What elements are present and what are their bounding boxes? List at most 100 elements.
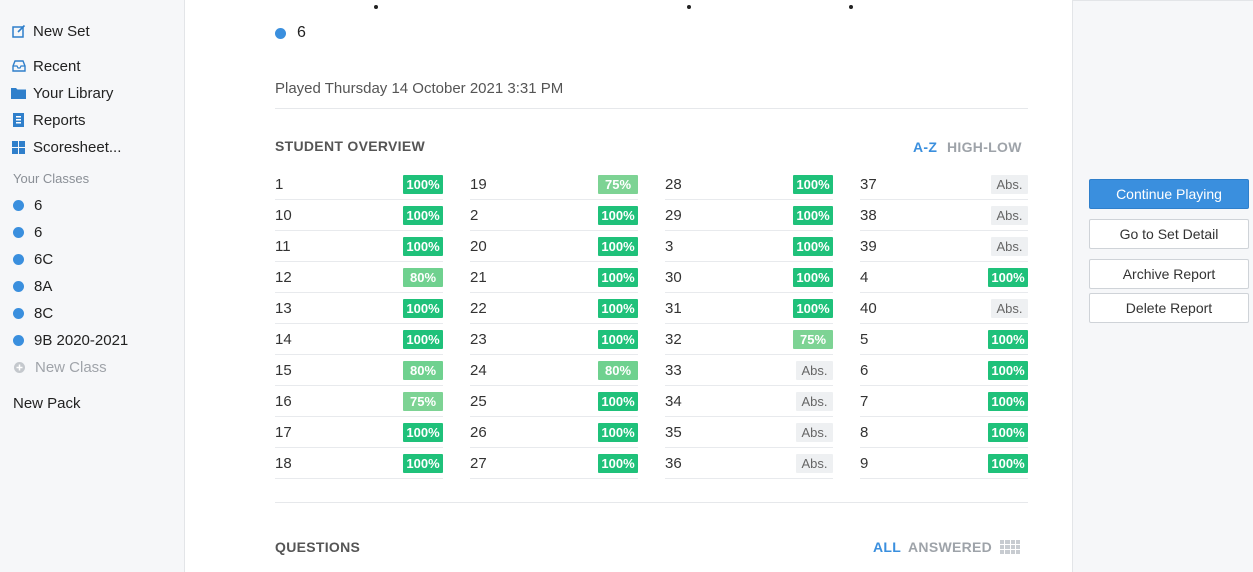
sort-az-button[interactable]: A-Z: [913, 139, 938, 155]
student-row[interactable]: 5 100%: [860, 324, 1028, 355]
student-row[interactable]: 32 75%: [665, 324, 833, 355]
score-badge: 100%: [598, 422, 638, 442]
archive-report-button[interactable]: Archive Report: [1089, 259, 1249, 289]
student-name: 27: [470, 454, 487, 472]
student-overview-title: STUDENT OVERVIEW: [275, 138, 426, 154]
score-badge: 100%: [598, 329, 638, 349]
class-label: 6: [34, 196, 43, 214]
set-detail-button[interactable]: Go to Set Detail: [1089, 219, 1249, 249]
class-item[interactable]: 8A: [11, 276, 52, 296]
score-badge: Abs.: [796, 453, 833, 473]
student-row[interactable]: 33 Abs.: [665, 355, 833, 386]
class-label: 8A: [34, 277, 53, 295]
class-item[interactable]: 9B 2020-2021: [11, 330, 128, 350]
sidebar-library[interactable]: Your Library: [11, 83, 113, 103]
class-label: 6: [34, 223, 43, 241]
score-badge: 100%: [598, 205, 638, 225]
sidebar-library-label: Your Library: [33, 84, 114, 102]
new-class-button[interactable]: New Class: [11, 357, 107, 377]
student-row[interactable]: 1 100%: [275, 169, 443, 200]
plus-circle-icon: [12, 360, 27, 375]
student-row[interactable]: 10 100%: [275, 200, 443, 231]
chart-point: [849, 5, 853, 9]
sidebar-new-set[interactable]: New Set: [11, 21, 90, 41]
grid-view-icon[interactable]: [1000, 540, 1020, 554]
student-row[interactable]: 28 100%: [665, 169, 833, 200]
filter-answered-button[interactable]: ANSWERED: [908, 539, 993, 555]
student-row[interactable]: 20 100%: [470, 231, 638, 262]
student-row[interactable]: 37 Abs.: [860, 169, 1028, 200]
student-row[interactable]: 21 100%: [470, 262, 638, 293]
grid-icon: [11, 140, 26, 155]
student-row[interactable]: 17 100%: [275, 417, 443, 448]
student-name: 38: [860, 206, 877, 224]
score-badge: 100%: [403, 205, 443, 225]
chart-point: [374, 5, 378, 9]
student-name: 1: [275, 175, 284, 193]
sidebar-recent-label: Recent: [33, 57, 81, 75]
filter-all-button[interactable]: ALL: [873, 539, 902, 555]
score-badge: 100%: [403, 422, 443, 442]
sidebar-reports[interactable]: Reports: [11, 110, 86, 130]
student-name: 37: [860, 175, 877, 193]
sidebar-recent[interactable]: Recent: [11, 56, 81, 76]
student-row[interactable]: 23 100%: [470, 324, 638, 355]
student-name: 33: [665, 361, 682, 379]
student-name: 14: [275, 330, 292, 348]
class-item[interactable]: 6C: [11, 249, 53, 269]
student-row[interactable]: 30 100%: [665, 262, 833, 293]
student-row[interactable]: 26 100%: [470, 417, 638, 448]
new-pack-button[interactable]: New Pack: [13, 393, 81, 413]
student-row[interactable]: 11 100%: [275, 231, 443, 262]
student-name: 16: [275, 392, 292, 410]
score-badge: 80%: [403, 267, 443, 287]
class-label: 9B 2020-2021: [34, 331, 129, 349]
student-row[interactable]: 25 100%: [470, 386, 638, 417]
student-name: 15: [275, 361, 292, 379]
student-row[interactable]: 22 100%: [470, 293, 638, 324]
student-row[interactable]: 36 Abs.: [665, 448, 833, 479]
student-row[interactable]: 7 100%: [860, 386, 1028, 417]
student-row[interactable]: 38 Abs.: [860, 200, 1028, 231]
score-badge: 100%: [793, 298, 833, 318]
class-color-dot: [13, 199, 24, 211]
student-row[interactable]: 8 100%: [860, 417, 1028, 448]
student-row[interactable]: 13 100%: [275, 293, 443, 324]
student-row[interactable]: 16 75%: [275, 386, 443, 417]
continue-playing-button[interactable]: Continue Playing: [1089, 179, 1249, 209]
student-row[interactable]: 35 Abs.: [665, 417, 833, 448]
class-item[interactable]: 6: [11, 195, 42, 215]
student-row[interactable]: 2 100%: [470, 200, 638, 231]
class-item[interactable]: 8C: [11, 303, 53, 323]
student-row[interactable]: 39 Abs.: [860, 231, 1028, 262]
student-row[interactable]: 14 100%: [275, 324, 443, 355]
student-row[interactable]: 40 Abs.: [860, 293, 1028, 324]
student-row[interactable]: 4 100%: [860, 262, 1028, 293]
new-pack-label: New Pack: [13, 394, 81, 412]
student-row[interactable]: 29 100%: [665, 200, 833, 231]
student-row[interactable]: 19 75%: [470, 169, 638, 200]
score-badge: 80%: [598, 360, 638, 380]
class-item[interactable]: 6: [11, 222, 42, 242]
new-class-label: New Class: [35, 358, 107, 376]
student-row[interactable]: 18 100%: [275, 448, 443, 479]
student-row[interactable]: 27 100%: [470, 448, 638, 479]
class-color-dot: [13, 307, 24, 319]
student-row[interactable]: 24 80%: [470, 355, 638, 386]
student-row[interactable]: 15 80%: [275, 355, 443, 386]
report-panel: 6 Played Thursday 14 October 2021 3:31 P…: [185, 0, 1073, 572]
student-row[interactable]: 12 80%: [275, 262, 443, 293]
sort-high-low-button[interactable]: HIGH-LOW: [947, 139, 1022, 155]
student-row[interactable]: 34 Abs.: [665, 386, 833, 417]
class-color-dot: [13, 253, 24, 265]
sidebar-scoresheet[interactable]: Scoresheet...: [11, 137, 121, 157]
score-badge: 100%: [988, 453, 1028, 473]
student-name: 28: [665, 175, 682, 193]
student-row[interactable]: 3 100%: [665, 231, 833, 262]
student-row[interactable]: 6 100%: [860, 355, 1028, 386]
report-icon: [11, 113, 26, 128]
student-row[interactable]: 31 100%: [665, 293, 833, 324]
score-badge: Abs.: [796, 360, 833, 380]
student-row[interactable]: 9 100%: [860, 448, 1028, 479]
delete-report-button[interactable]: Delete Report: [1089, 293, 1249, 323]
